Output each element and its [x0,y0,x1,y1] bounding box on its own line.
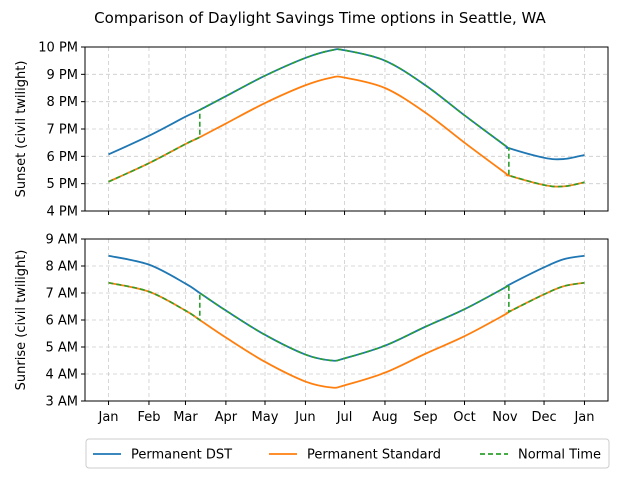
sunrise-ytick-label: 4 AM [45,368,78,383]
xtick-label: Nov [492,410,518,425]
sunset-ytick-label: 7 PM [47,123,78,138]
chart-title: Comparison of Daylight Savings Time opti… [94,9,546,27]
sunset-series-normal-time [108,48,585,188]
xtick-label: May [252,410,279,425]
xtick-label: Dec [531,410,556,425]
xtick-label: Aug [372,410,397,425]
xtick-label: Oct [453,410,475,425]
sunset-ytick-label: 4 PM [47,205,78,220]
sunrise-series-permanent-standard [108,281,585,389]
chart-legend: Permanent DST Permanent Standard Normal Ti… [85,438,610,469]
sunset-series-permanent-standard [108,75,585,188]
sunrise-ytick-label: 5 AM [45,341,78,356]
xtick-label: Sep [413,410,438,425]
sunset-ytick-label: 8 PM [47,95,78,110]
sunrise-ytick-label: 7 AM [45,287,78,302]
sunrise-ytick-label: 9 AM [45,233,78,248]
xtick-label: Feb [137,410,160,425]
sunrise-ytick-label: 3 AM [45,395,78,410]
sunset-ytick-label: 9 PM [47,68,78,83]
panel-sunrise: 3 AM 4 AM 5 AM 6 AM 7 AM 8 AM 9 AM Jan Feb Mar Apr… [14,233,609,425]
sunset-ylabel: Sunset (civil twilight) [14,61,29,198]
sunrise-ytick-label: 8 AM [45,260,78,275]
xtick-label: Jun [294,410,315,425]
xtick-label: Apr [215,410,238,425]
sunset-ytick-label: 10 PM [38,41,78,56]
legend-box [85,438,610,469]
legend-label: Permanent Standard [307,448,441,463]
sunset-ytick-label: 6 PM [47,150,78,165]
legend-label: Permanent DST [131,448,232,463]
xtick-label: Jul [336,410,353,425]
chart-panels: 4 PM 5 PM 6 PM 7 PM 8 PM 9 PM 10 PM Sunset (civ… [14,41,609,425]
sunrise-ytick-label: 6 AM [45,314,78,329]
xtick-label: Mar [173,410,198,425]
sunset-ytick-label: 5 PM [47,177,78,192]
xtick-label: Jan [98,410,119,425]
sunrise-series-normal-time [108,281,585,362]
panel-sunset: 4 PM 5 PM 6 PM 7 PM 8 PM 9 PM 10 PM Sunset (civ… [14,41,609,220]
xtick-label: Jan [573,410,594,425]
sunset-series-permanent-dst [108,48,585,161]
sunrise-ylabel: Sunrise (civil twilight) [14,250,29,391]
legend-label: Normal Time [518,448,601,463]
